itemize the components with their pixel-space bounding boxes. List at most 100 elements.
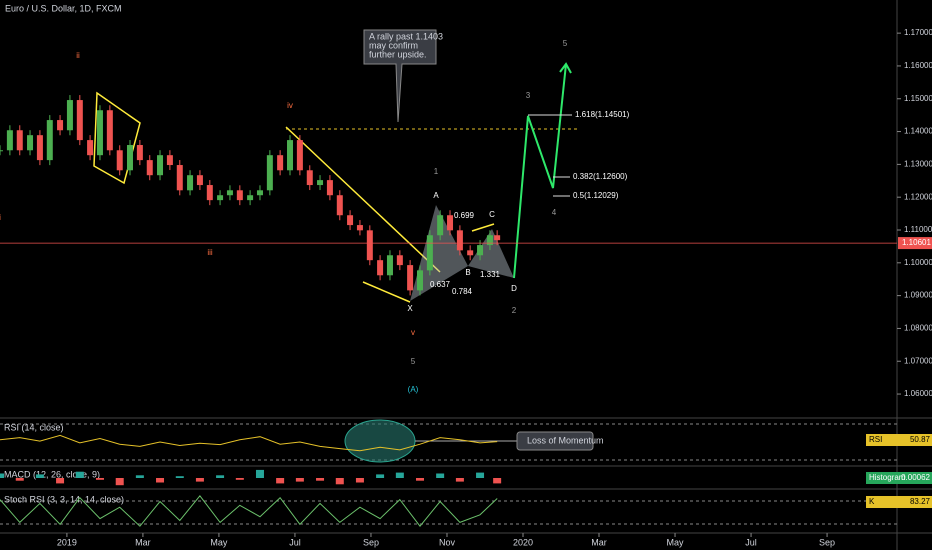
annotation: v [411, 328, 415, 337]
candle [377, 260, 384, 276]
annotation: 0.382(1.12600) [573, 172, 628, 181]
macd-bar [35, 474, 44, 478]
rsi-highlight [344, 419, 416, 463]
macd-bar [216, 475, 225, 478]
y-tick-label: 1.15000 [904, 94, 932, 103]
y-tick-label: 1.11000 [904, 225, 932, 234]
annotation: (A) [408, 385, 419, 394]
candle [477, 245, 484, 256]
candle [96, 110, 103, 156]
candle [366, 230, 373, 261]
candle [336, 195, 343, 216]
badge-name: Histogram [869, 473, 906, 482]
candle [106, 110, 113, 151]
candle [187, 175, 194, 191]
macd-bar [415, 478, 424, 481]
candle [277, 155, 284, 171]
x-tick-label: 2019 [57, 537, 77, 547]
pane-label: Stoch RSI (3, 3, 14, 14, close) [4, 494, 124, 504]
macd-bar [476, 472, 485, 478]
indicator-badge [866, 434, 932, 446]
candle [76, 100, 83, 141]
candle [306, 170, 313, 186]
annotation: 1.331 [480, 270, 501, 279]
annotation: 1 [434, 167, 439, 176]
candle [136, 145, 143, 161]
candle [27, 135, 34, 151]
macd-bar [493, 478, 502, 484]
annotation: 2 [512, 306, 517, 315]
macd-bar [156, 478, 165, 483]
annotation: 0.784 [452, 287, 473, 296]
annotation: i [0, 213, 1, 222]
x-tick-label: 2020 [513, 537, 533, 547]
pane-label: MACD (12, 26, close, 9) [4, 469, 100, 479]
candle [6, 130, 13, 151]
candle [326, 180, 333, 196]
candle [16, 130, 23, 151]
macd-bar [15, 478, 24, 481]
candle [196, 175, 203, 186]
candle [396, 255, 403, 266]
chart-title: Euro / U.S. Dollar, 1D, FXCM [5, 3, 122, 13]
x-tick-label: Sep [363, 537, 379, 547]
candle [456, 230, 463, 251]
macd-bar [376, 474, 385, 478]
candle [66, 100, 73, 131]
x-tick-label: Sep [819, 537, 835, 547]
callout-text: A rally past 1.1403 [369, 31, 443, 41]
trend-line [362, 281, 411, 303]
candle [247, 195, 254, 201]
macd-bar [235, 478, 244, 480]
badge-value: 0.00062 [901, 473, 930, 482]
y-tick-label: 1.08000 [904, 324, 932, 333]
channel [93, 91, 141, 185]
candle [176, 165, 183, 191]
annotation: X [407, 304, 413, 313]
annotation: iv [287, 101, 293, 110]
candle [416, 270, 423, 291]
rsi-line [0, 434, 498, 452]
pane-label: RSI (14, close) [4, 422, 64, 432]
badge-name: K [869, 497, 875, 506]
candle [494, 235, 501, 241]
x-tick-label: May [667, 537, 685, 547]
indicator-badge [866, 472, 932, 484]
candle [386, 255, 393, 276]
annotation: A [433, 191, 439, 200]
y-tick-label: 1.07000 [904, 356, 932, 365]
macd-bar [95, 478, 104, 480]
badge-name: RSI [869, 435, 882, 444]
candle [467, 250, 474, 256]
macd-bar [276, 478, 285, 484]
candle [317, 180, 324, 186]
macd-bar [455, 478, 464, 482]
y-tick-label: 1.14000 [904, 127, 932, 136]
y-tick-label: 1.17000 [904, 28, 932, 37]
annotation: 0.699 [454, 211, 475, 220]
stoch-line [0, 494, 498, 528]
annotation: 0.5(1.12029) [573, 191, 619, 200]
macd-bar [75, 471, 84, 478]
badge-value: 50.87 [910, 435, 931, 444]
y-tick-label: 1.06000 [904, 389, 932, 398]
candle [0, 150, 3, 152]
last-price-badge [898, 237, 932, 250]
indicator-badge [866, 496, 932, 508]
annotation: 0.637 [430, 280, 451, 289]
annotation: 4 [552, 208, 557, 217]
candle [126, 145, 133, 171]
y-tick-label: 1.13000 [904, 159, 932, 168]
candle [217, 195, 224, 201]
arrow-head [559, 62, 572, 74]
macd-bar [436, 473, 445, 478]
annotation: C [489, 210, 495, 219]
y-tick-label: 1.12000 [904, 192, 932, 201]
trend-line [471, 223, 495, 232]
note-text: Loss of Momentum [527, 435, 604, 445]
candle [46, 120, 53, 161]
macd-bar [135, 475, 144, 478]
